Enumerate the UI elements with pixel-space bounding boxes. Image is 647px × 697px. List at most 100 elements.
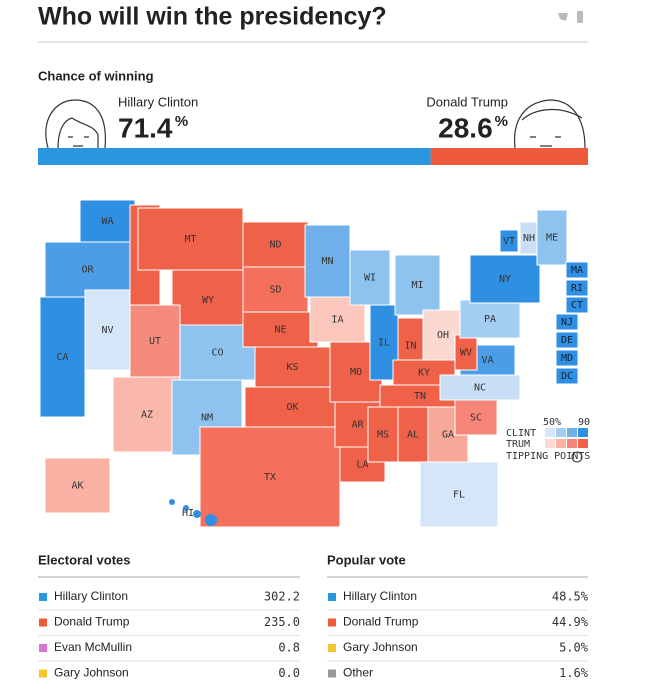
- state-label: AK: [71, 481, 83, 492]
- state-shape[interactable]: [242, 221, 309, 268]
- state-label: OR: [81, 265, 94, 276]
- state-shape[interactable]: [536, 209, 568, 266]
- state-label: VT: [503, 236, 515, 247]
- row-value: 0.8: [278, 641, 300, 655]
- state-label: NY: [499, 274, 511, 285]
- state-shape[interactable]: [205, 514, 217, 526]
- row-value: 5.0%: [559, 641, 589, 655]
- percent-sign: %: [175, 113, 188, 130]
- state-shape[interactable]: [555, 367, 579, 385]
- state-shape[interactable]: [183, 505, 189, 511]
- state-label: CO: [211, 348, 223, 359]
- state-shape[interactable]: [193, 510, 201, 518]
- state-shape[interactable]: [397, 406, 429, 463]
- row-value: 44.9%: [552, 615, 589, 629]
- state-label: OH: [437, 330, 449, 341]
- state-label: DE: [561, 335, 573, 346]
- state-label: SC: [470, 413, 482, 424]
- row-name: Hillary Clinton: [54, 589, 128, 603]
- state-label: CA: [56, 352, 68, 363]
- state-shape[interactable]: [44, 241, 131, 298]
- chance-bar: [38, 148, 431, 165]
- table-heading: Electoral votes: [38, 552, 131, 567]
- state-label: TN: [414, 391, 426, 402]
- candidate-chance: 28.6: [438, 112, 493, 143]
- state-shape[interactable]: [242, 311, 319, 348]
- legend-text: TIPPING POINTS: [506, 451, 590, 462]
- state-shape[interactable]: [39, 296, 86, 418]
- percent-sign: %: [495, 113, 508, 130]
- state-label: PA: [484, 314, 496, 325]
- row-name: Evan McMullin: [54, 640, 132, 654]
- twitter-icon[interactable]: [558, 13, 568, 21]
- state-shape[interactable]: [565, 279, 589, 297]
- state-shape[interactable]: [199, 426, 341, 528]
- facebook-icon[interactable]: [577, 11, 583, 23]
- row-name: Donald Trump: [343, 615, 419, 629]
- row-name: Gary Johnson: [343, 640, 418, 654]
- row-swatch: [39, 593, 47, 601]
- state-label: MI: [411, 280, 423, 291]
- state-shape[interactable]: [254, 346, 331, 388]
- state-label: NV: [101, 325, 113, 336]
- state-shape[interactable]: [459, 299, 521, 339]
- state-label: MT: [184, 234, 196, 245]
- state-label: WI: [364, 273, 376, 284]
- state-label: CT: [571, 300, 583, 311]
- state-label: KY: [418, 368, 430, 379]
- state-label: DC: [561, 371, 573, 382]
- state-shape[interactable]: [555, 331, 579, 349]
- state-label: MO: [350, 367, 362, 378]
- state-label: VA: [481, 355, 493, 366]
- state-shape[interactable]: [169, 499, 175, 505]
- state-shape[interactable]: [454, 399, 498, 436]
- state-shape[interactable]: [244, 386, 341, 428]
- state-label: LA: [356, 460, 368, 471]
- state-shape[interactable]: [304, 224, 351, 298]
- row-name: Donald Trump: [54, 615, 130, 629]
- state-shape[interactable]: [44, 457, 111, 514]
- state-label: NC: [474, 383, 486, 394]
- title: Who will win the presidency?: [38, 3, 387, 31]
- state-label: ME: [546, 233, 558, 244]
- state-shape[interactable]: [565, 296, 589, 314]
- state-shape[interactable]: [555, 313, 579, 331]
- row-swatch: [39, 644, 47, 652]
- row-value: 48.5%: [552, 590, 589, 604]
- state-shape[interactable]: [565, 261, 589, 279]
- row-swatch: [39, 669, 47, 678]
- legend-swatch: [578, 428, 588, 437]
- row-swatch: [39, 618, 47, 627]
- state-shape[interactable]: [469, 254, 541, 304]
- row-name: Hillary Clinton: [343, 589, 417, 603]
- row-swatch: [328, 669, 336, 678]
- legend-swatch: [567, 428, 577, 437]
- state-shape[interactable]: [349, 249, 391, 306]
- state-label: MS: [377, 430, 389, 441]
- row-value: 0.0: [278, 666, 300, 680]
- candidate-chance: 71.4: [118, 112, 173, 143]
- state-shape[interactable]: [499, 229, 519, 253]
- map: WAORCANVIDMTWYUTAZCONMNDSDNEKSOKTXMNIAMO…: [39, 199, 589, 528]
- state-shape[interactable]: [112, 376, 182, 453]
- share-icons[interactable]: [558, 11, 583, 23]
- state-shape[interactable]: [137, 207, 244, 271]
- row-swatch: [328, 593, 336, 601]
- state-label: KS: [286, 362, 298, 373]
- state-label: MA: [571, 265, 583, 276]
- row-swatch: [328, 644, 336, 652]
- candidate-name: Donald Trump: [426, 94, 508, 109]
- state-shape[interactable]: [129, 304, 181, 378]
- row-swatch: [328, 618, 336, 627]
- state-shape[interactable]: [419, 461, 499, 528]
- state-label: MN: [321, 256, 333, 267]
- state-shape[interactable]: [171, 269, 245, 331]
- legend-swatch: [556, 428, 566, 437]
- state-shape[interactable]: [394, 254, 441, 316]
- state-label: OK: [286, 402, 298, 413]
- state-shape[interactable]: [439, 374, 521, 401]
- state-shape[interactable]: [555, 349, 579, 367]
- trump-face: [513, 99, 586, 149]
- state-label: AZ: [141, 410, 153, 421]
